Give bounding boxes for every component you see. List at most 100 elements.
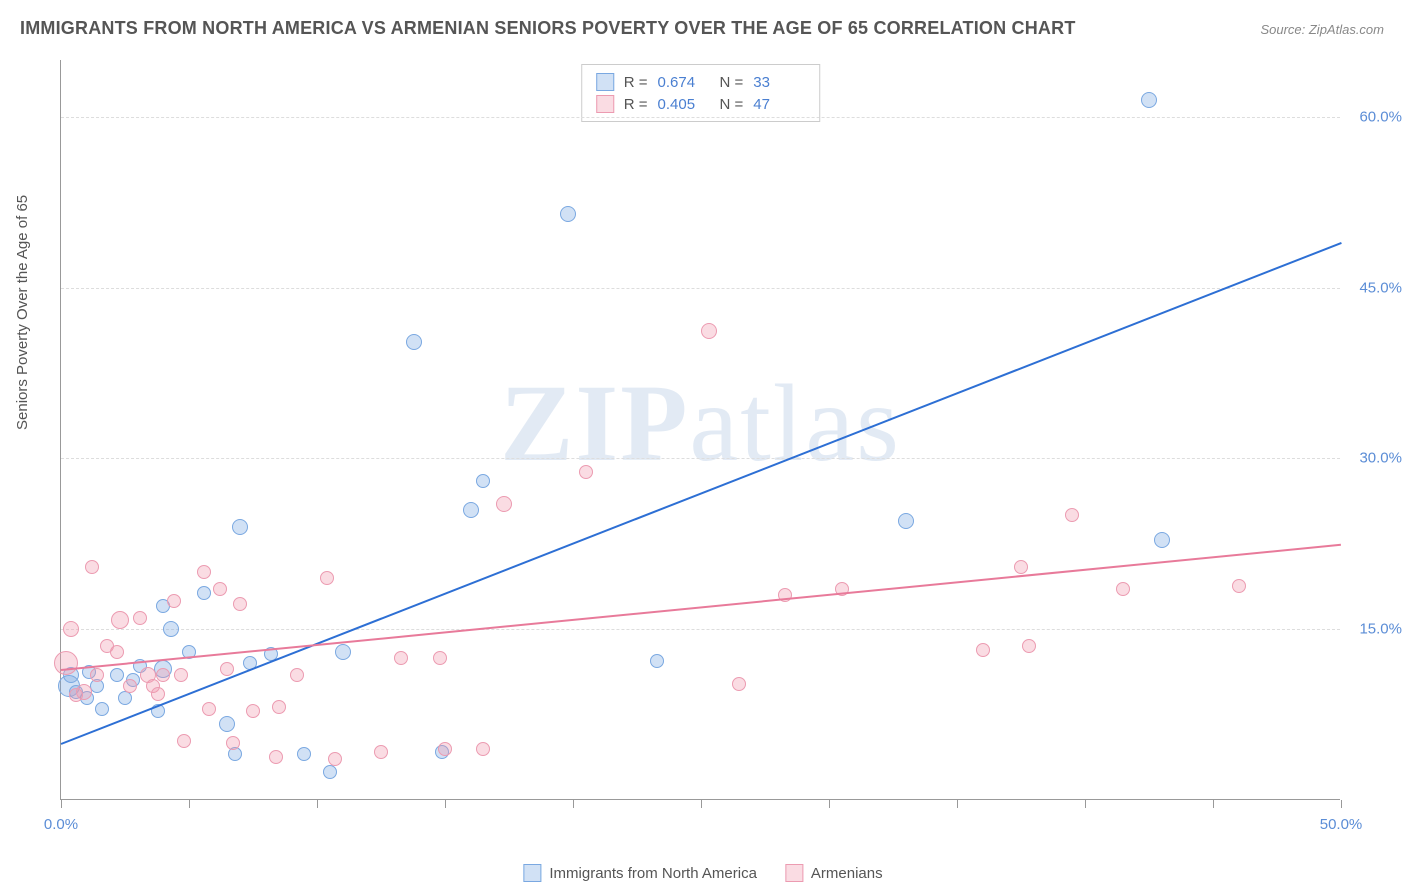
data-point [323,765,337,779]
data-point [197,586,211,600]
legend-swatch [523,864,541,882]
gridline-vertical [573,800,574,808]
data-point [476,474,490,488]
data-point [463,502,479,518]
data-point [197,565,211,579]
data-point [226,736,240,750]
n-value: 33 [753,74,805,91]
data-point [898,513,914,529]
data-point [320,571,334,585]
data-point [95,702,109,716]
data-point [1022,639,1036,653]
chart-title: IMMIGRANTS FROM NORTH AMERICA VS ARMENIA… [20,18,1076,39]
data-point [272,700,286,714]
data-point [111,611,129,629]
x-tick-label: 0.0% [44,816,78,833]
gridline-vertical [189,800,190,808]
data-point [732,677,746,691]
series-legend: Immigrants from North America Armenians [523,864,882,882]
data-point [976,643,990,657]
data-point [394,651,408,665]
gridline-horizontal [61,629,1340,630]
data-point [90,668,104,682]
data-point [1141,92,1157,108]
data-point [335,644,351,660]
gridline-horizontal [61,288,1340,289]
data-point [202,702,216,716]
gridline-vertical [1341,800,1342,808]
gridline-vertical [957,800,958,808]
series-legend-item: Immigrants from North America [523,864,757,882]
data-point [177,734,191,748]
y-tick-label: 45.0% [1359,279,1402,296]
regression-line [61,544,1341,671]
data-point [63,621,79,637]
data-point [167,594,181,608]
source-prefix: Source: [1260,22,1308,37]
data-point [433,651,447,665]
data-point [328,752,342,766]
legend-row: R = 0.405 N = 47 [596,93,806,115]
data-point [1154,532,1170,548]
data-point [174,668,188,682]
data-point [232,519,248,535]
correlation-legend: R =0.674N =33R =0.405N =47 [581,64,821,122]
legend-swatch [596,95,614,113]
gridline-horizontal [61,117,1340,118]
data-point [579,465,593,479]
data-point [1065,508,1079,522]
data-point [269,750,283,764]
data-point [85,560,99,574]
source-link[interactable]: ZipAtlas.com [1309,22,1384,37]
data-point [1232,579,1246,593]
legend-swatch [596,73,614,91]
data-point [560,206,576,222]
gridline-vertical [701,800,702,808]
data-point [1014,560,1028,574]
n-value: 47 [753,96,805,113]
n-label: N = [720,96,744,113]
legend-swatch [785,864,803,882]
gridline-vertical [1085,800,1086,808]
r-label: R = [624,96,648,113]
data-point [76,684,92,700]
plot-area: ZIPatlas R =0.674N =33R =0.405N =47 15.0… [60,60,1340,800]
data-point [438,742,452,756]
y-axis-title: Seniors Poverty Over the Age of 65 [14,195,31,430]
data-point [110,645,124,659]
data-point [701,323,717,339]
y-tick-label: 60.0% [1359,108,1402,125]
gridline-vertical [445,800,446,808]
series-name: Armenians [811,865,883,882]
watermark-bold: ZIP [500,362,689,484]
series-legend-item: Armenians [785,864,883,882]
data-point [156,668,170,682]
gridline-vertical [317,800,318,808]
data-point [476,742,490,756]
data-point [54,651,78,675]
data-point [374,745,388,759]
data-point [219,716,235,732]
data-point [233,597,247,611]
data-point [151,687,165,701]
r-value: 0.405 [658,96,710,113]
gridline-horizontal [61,458,1340,459]
legend-row: R =0.674N =33 [596,71,806,93]
data-point [496,496,512,512]
gridline-vertical [1213,800,1214,808]
x-tick-label: 50.0% [1320,816,1363,833]
data-point [297,747,311,761]
correlation-chart: IMMIGRANTS FROM NORTH AMERICA VS ARMENIA… [0,0,1406,892]
r-label: R = [624,74,648,91]
regression-line [61,242,1342,745]
data-point [406,334,422,350]
data-point [220,662,234,676]
y-tick-label: 30.0% [1359,450,1402,467]
data-point [123,679,137,693]
data-point [290,668,304,682]
data-point [650,654,664,668]
data-point [110,668,124,682]
gridline-vertical [61,800,62,808]
y-tick-label: 15.0% [1359,621,1402,638]
n-label: N = [720,74,744,91]
